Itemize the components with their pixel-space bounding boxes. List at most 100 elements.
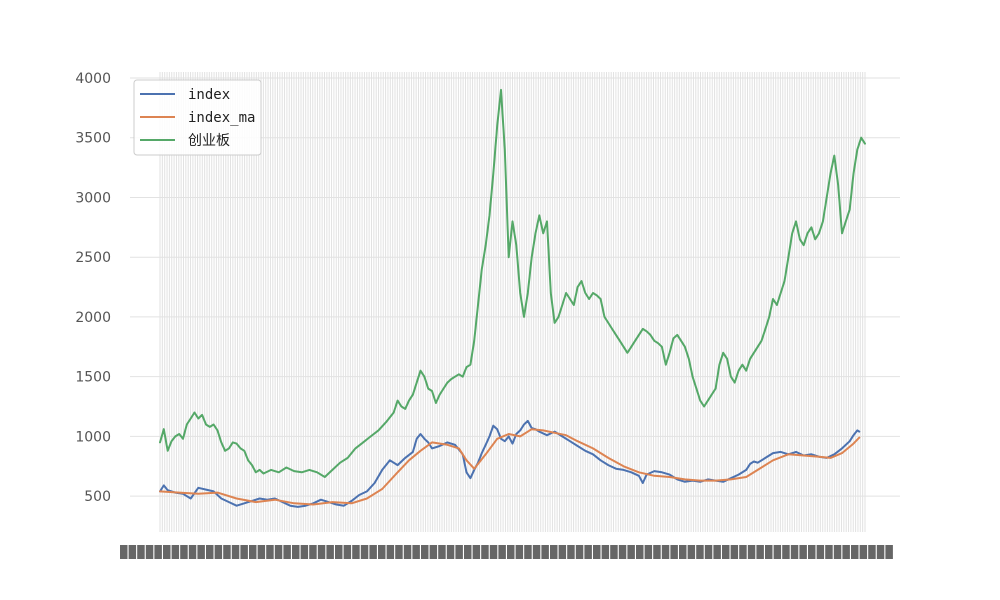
x-tick-label [326, 545, 334, 559]
x-tick-label [231, 545, 240, 559]
x-tick-label [868, 545, 876, 559]
x-tick-label [395, 545, 403, 559]
x-tick-label [249, 545, 257, 559]
x-tick-label [765, 545, 773, 559]
x-tick-label [842, 545, 850, 559]
x-tick-label [154, 545, 162, 559]
x-gridlines [159, 72, 866, 532]
x-tick-label [438, 545, 446, 559]
x-tick-label [524, 545, 532, 559]
x-tick-label [360, 545, 369, 559]
y-tick-label: 4000 [75, 71, 111, 87]
x-tick-label [429, 545, 438, 559]
x-tick-label [593, 545, 601, 559]
x-tick-label [180, 545, 188, 559]
x-tick-label [145, 545, 154, 559]
x-tick-label [378, 545, 386, 559]
x-tick-label [636, 545, 644, 559]
x-tick-label [687, 545, 696, 559]
x-tick-label [223, 545, 231, 559]
x-tick-label [197, 545, 205, 559]
x-tick-label [610, 545, 618, 559]
x-tick-label [532, 545, 541, 559]
y-tick-label: 2000 [75, 310, 111, 326]
x-tick-label [679, 545, 687, 559]
x-tick-label [713, 545, 721, 559]
x-tick-label [584, 545, 592, 559]
x-tick-label [575, 545, 584, 559]
x-tick-label [541, 545, 549, 559]
x-tick-label [747, 545, 756, 559]
x-tick-label [816, 545, 825, 559]
x-tick-label [412, 545, 420, 559]
series-line-2 [159, 88, 866, 478]
x-tick-label [722, 545, 730, 559]
x-tick-label [369, 545, 377, 559]
x-tick-label [266, 545, 274, 559]
x-tick-label [808, 545, 816, 559]
x-tick-label [833, 545, 842, 559]
x-tick-label-smear [120, 545, 893, 559]
x-tick-label [292, 545, 300, 559]
x-tick-label [859, 545, 868, 559]
x-tick-label [696, 545, 704, 559]
x-tick-label [558, 545, 567, 559]
series-lines [159, 88, 866, 508]
x-tick-label [214, 545, 223, 559]
x-tick-label [851, 545, 859, 559]
x-tick-label [240, 545, 248, 559]
y-tick-label: 3500 [75, 131, 111, 147]
y-tick-label: 3000 [75, 190, 111, 206]
x-tick-label [601, 545, 610, 559]
x-tick-label [730, 545, 739, 559]
x-tick-label [618, 545, 627, 559]
x-tick-label [317, 545, 326, 559]
x-tick-label [567, 545, 575, 559]
x-tick-label [171, 545, 180, 559]
x-tick-label [206, 545, 214, 559]
x-tick-label [335, 545, 343, 559]
x-tick-label [799, 545, 807, 559]
x-tick-label [498, 545, 506, 559]
series-line-0 [159, 419, 861, 508]
x-tick-label [515, 545, 524, 559]
x-tick-label [644, 545, 653, 559]
x-tick-label [790, 545, 799, 559]
x-tick-label [403, 545, 412, 559]
x-tick-label [704, 545, 713, 559]
x-tick-label [137, 545, 145, 559]
x-tick-label [309, 545, 317, 559]
x-tick-label [421, 545, 429, 559]
x-tick-label [481, 545, 489, 559]
y-tick-label: 2500 [75, 250, 111, 266]
y-tick-labels: 500 1000 1500 2000 2500 3000 3500 4000 [75, 71, 111, 505]
legend-label: 创业板 [188, 133, 230, 149]
x-tick-label [120, 545, 128, 559]
x-tick-label [782, 545, 790, 559]
x-tick-label [773, 545, 782, 559]
x-tick-label [274, 545, 283, 559]
legend-label: index [188, 87, 230, 103]
legend-box [133, 79, 262, 156]
y-tick-label: 500 [84, 489, 111, 505]
legend-label: index_ma [188, 110, 255, 126]
x-tick-label [464, 545, 472, 559]
y-tick-label: 1500 [75, 370, 111, 386]
x-tick-label [455, 545, 463, 559]
x-tick-label [489, 545, 498, 559]
x-tick-label [670, 545, 678, 559]
y-tick-label: 1000 [75, 429, 111, 445]
x-tick-label [163, 545, 171, 559]
x-tick-label [739, 545, 747, 559]
x-tick-label [446, 545, 455, 559]
x-tick-label [300, 545, 309, 559]
x-tick-label [876, 545, 885, 559]
x-tick-label [472, 545, 481, 559]
x-tick-label [825, 545, 833, 559]
x-tick-label [352, 545, 360, 559]
x-tick-label [507, 545, 515, 559]
x-tick-labels [120, 545, 893, 559]
legend: index index_ma 创业板 [133, 79, 262, 156]
x-tick-label [343, 545, 352, 559]
